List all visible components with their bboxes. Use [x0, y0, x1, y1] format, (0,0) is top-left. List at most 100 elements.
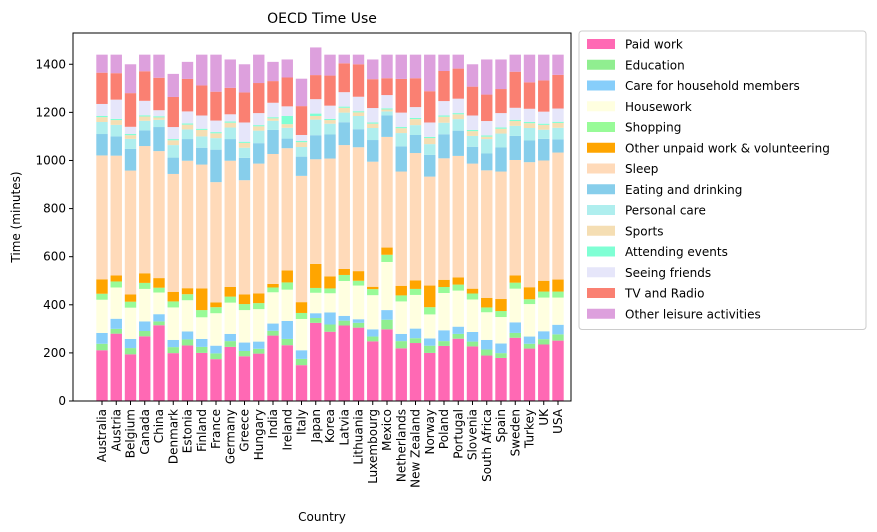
bar-mexico-series-4 — [381, 254, 393, 262]
bar-korea-series-12 — [324, 75, 336, 106]
bar-south-africa-series-6 — [481, 170, 493, 298]
bar-latvia-series-10 — [338, 106, 350, 108]
bar-uk-series-9 — [538, 124, 550, 130]
bar-belgium-series-8 — [124, 138, 137, 149]
bar-india-series-4 — [267, 287, 279, 293]
bar-latvia-series-3 — [338, 280, 350, 316]
bar-france-series-11 — [210, 120, 222, 133]
bar-finland-series-5 — [196, 288, 208, 311]
bar-finland-series-12 — [196, 85, 208, 116]
bar-germany-series-1 — [224, 341, 236, 347]
legend-label: Sleep — [625, 162, 658, 176]
bar-latvia-series-1 — [338, 320, 350, 326]
legend-label: Personal care — [625, 204, 706, 218]
bar-portugal-series-2 — [452, 326, 464, 334]
bar-finland-series-0 — [196, 352, 208, 401]
bar-luxembourg-series-6 — [367, 161, 379, 287]
bar-spain-series-7 — [495, 147, 507, 172]
bar-finland-series-3 — [196, 317, 208, 339]
bar-ireland-series-4 — [281, 282, 293, 290]
bar-greece-series-9 — [238, 142, 251, 148]
x-tick-label: Spain — [494, 409, 508, 443]
bar-turkey-series-9 — [523, 123, 536, 129]
bar-austria-series-9 — [110, 120, 122, 125]
legend-frame — [578, 30, 867, 330]
bar-austria-series-7 — [110, 136, 122, 156]
bar-mexico-series-0 — [381, 329, 393, 401]
bar-finland-series-11 — [196, 115, 208, 129]
bar-korea-series-5 — [324, 276, 336, 289]
bar-luxembourg-series-4 — [367, 289, 379, 296]
bar-australia-series-5 — [96, 279, 108, 294]
bar-new-zealand-series-0 — [409, 343, 422, 401]
bar-netherlands-series-11 — [395, 112, 407, 128]
bar-italy-series-9 — [295, 142, 308, 148]
bar-france-series-5 — [210, 302, 222, 308]
bar-estonia-series-3 — [181, 300, 194, 332]
legend-label: Seeing friends — [625, 266, 711, 280]
legend: Paid work Education Care for household mem… — [578, 30, 867, 330]
bar-uk-series-7 — [538, 138, 550, 161]
bar-germany-series-12 — [224, 87, 236, 115]
bar-finland-series-9 — [196, 129, 208, 137]
bar-luxembourg-series-10 — [367, 122, 379, 124]
bar-poland-series-9 — [438, 116, 450, 123]
bar-estonia-series-7 — [181, 139, 194, 161]
bar-belgium-series-9 — [124, 135, 137, 139]
bar-poland-series-12 — [438, 71, 450, 102]
bar-turkey-series-6 — [523, 162, 536, 288]
bar-estonia-series-9 — [181, 124, 194, 130]
bar-lithuania-series-11 — [352, 96, 365, 112]
bar-portugal-series-6 — [452, 155, 464, 278]
legend-swatch — [587, 59, 615, 70]
legend-label: Housework — [625, 100, 692, 114]
bar-south-africa-series-9 — [481, 136, 493, 140]
bar-austria-series-6 — [110, 155, 122, 276]
bar-mexico-series-5 — [381, 247, 393, 255]
bar-luxembourg-series-13 — [367, 59, 379, 80]
bar-belgium-series-4 — [124, 301, 137, 308]
bar-usa-series-1 — [552, 334, 564, 341]
bar-finland-series-4 — [196, 310, 208, 318]
bar-portugal-series-13 — [452, 54, 464, 69]
bar-ireland-series-5 — [281, 270, 293, 283]
bar-turkey-series-8 — [523, 128, 536, 141]
x-tick-label: Ireland — [280, 409, 294, 451]
bar-france-series-12 — [210, 91, 222, 121]
bar-japan-series-5 — [310, 263, 322, 288]
bar-south-africa-series-13 — [481, 59, 493, 95]
bar-france-series-0 — [210, 359, 222, 401]
bar-australia-series-2 — [96, 332, 108, 344]
bar-latvia-series-9 — [338, 107, 350, 113]
bar-korea-series-11 — [324, 105, 336, 119]
bar-germany-series-10 — [224, 121, 236, 123]
bar-usa-series-8 — [552, 127, 564, 140]
bar-denmark-series-9 — [167, 140, 179, 146]
bar-new-zealand-series-10 — [409, 117, 422, 120]
bar-new-zealand-series-3 — [409, 294, 422, 329]
bar-uk-series-6 — [538, 160, 550, 281]
bar-canada-series-9 — [139, 116, 151, 121]
y-tick-label: 1200 — [35, 105, 66, 119]
bar-canada-series-3 — [139, 288, 151, 322]
bar-belgium-series-6 — [124, 170, 137, 295]
bar-hungary-series-12 — [253, 83, 265, 114]
bar-denmark-series-8 — [167, 145, 179, 158]
legend-swatch — [587, 39, 615, 49]
bar-netherlands-series-12 — [395, 78, 407, 113]
bar-mexico-series-11 — [381, 95, 393, 109]
bar-slovenia-series-6 — [466, 163, 479, 289]
x-tick-label: China — [152, 409, 166, 443]
bar-netherlands-series-13 — [395, 54, 407, 79]
bar-netherlands-series-8 — [395, 133, 407, 147]
bar-netherlands-series-7 — [395, 146, 407, 172]
bar-italy-series-5 — [295, 302, 308, 313]
bar-belgium-series-3 — [124, 307, 137, 339]
bar-china-series-10 — [153, 116, 165, 118]
bar-usa-series-9 — [552, 122, 564, 128]
bar-netherlands-series-1 — [395, 341, 407, 349]
x-tick-label: Poland — [437, 409, 451, 449]
bar-greece-series-10 — [238, 141, 251, 143]
bar-latvia-series-13 — [338, 54, 350, 64]
